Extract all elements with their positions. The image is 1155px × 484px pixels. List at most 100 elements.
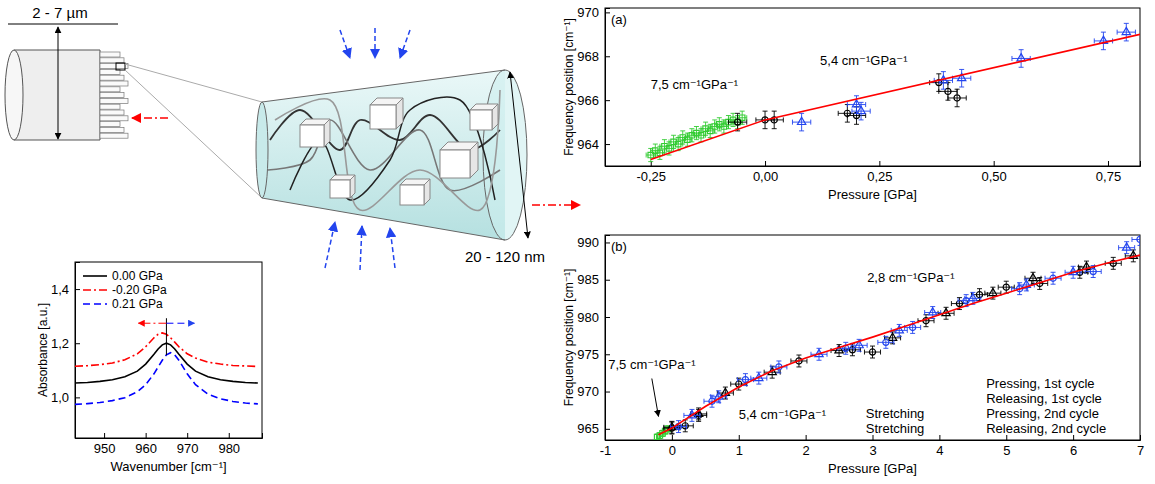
crystallite xyxy=(440,142,478,178)
data-point xyxy=(989,288,997,295)
annotation: Stretching xyxy=(866,406,925,421)
plot-frame xyxy=(605,235,1140,440)
fibril xyxy=(100,98,128,103)
data-point xyxy=(857,106,865,113)
shift-arrow xyxy=(138,323,166,324)
x-axis-title: Pressure [GPa] xyxy=(828,187,917,202)
chart: 9509609709801,01,21,40.00 GPa-0.20 GPa0.… xyxy=(36,262,263,474)
pressure-arrow xyxy=(360,226,362,270)
figure: 2 - 7 µm20 - 120 nm9509609709801,01,21,4… xyxy=(0,0,1155,484)
data-point xyxy=(735,119,741,125)
fibril xyxy=(100,133,128,138)
y-tick-label: 990 xyxy=(577,235,599,250)
diagram: 2 - 7 µm20 - 120 nm xyxy=(5,4,580,270)
y-tick: 990 xyxy=(577,235,610,250)
data-area xyxy=(654,235,1140,440)
fibril xyxy=(100,110,124,115)
data-point xyxy=(1090,268,1096,274)
pressure-arrow xyxy=(325,222,335,268)
y-tick-label: 1,2 xyxy=(51,336,69,351)
y-axis: 964 966 968 970 xyxy=(577,5,610,166)
y-axis-title: Frequency position [cm⁻¹] xyxy=(562,18,576,156)
y-tick: 965 xyxy=(577,421,610,436)
fibril xyxy=(100,81,128,86)
pressure-arrow xyxy=(374,28,376,58)
crystallite xyxy=(400,179,430,205)
fibril xyxy=(100,122,120,127)
x-error-bar xyxy=(878,340,894,345)
y-tick: 975 xyxy=(577,347,610,362)
crystallite xyxy=(300,119,330,147)
x-tick: 3 xyxy=(869,435,876,458)
x-tick-label: 960 xyxy=(135,441,157,456)
y-tick-label: 964 xyxy=(577,137,599,152)
y-tick-mark xyxy=(605,392,610,393)
data-area xyxy=(646,23,1140,161)
y-tick-label: 970 xyxy=(577,5,599,20)
annotation: 7,5 cm⁻¹GPa⁻¹ xyxy=(651,77,739,92)
annotation: Stretching xyxy=(866,421,925,436)
x-tick-mark xyxy=(1140,435,1141,440)
y-tick: 970 xyxy=(577,384,610,399)
y-tick: 1,2 xyxy=(51,336,80,351)
chart-texts: 0.00 GPa-0.20 GPa0.21 GPaWavenumber [cm⁻… xyxy=(36,269,227,474)
x-error-bar xyxy=(925,310,941,315)
x-tick-label: 1 xyxy=(736,443,743,458)
cone-end xyxy=(256,102,268,198)
plot-frame xyxy=(75,262,262,438)
x-tick: 1 xyxy=(736,435,743,458)
annotation: 2,8 cm⁻¹GPa⁻¹ xyxy=(867,270,955,285)
crystallite-front xyxy=(300,125,324,147)
x-axis: -0,250,000,250,500,75 xyxy=(606,161,1141,184)
x-error-bar xyxy=(1119,245,1135,250)
y-tick: 968 xyxy=(577,49,610,64)
x-tick-label: 0,25 xyxy=(867,169,892,184)
crystallite-side xyxy=(492,104,498,130)
annotation: Releasing, 1st cycle xyxy=(986,391,1102,406)
x-tick-mark xyxy=(739,435,740,440)
series-line xyxy=(75,353,258,405)
cone-inside xyxy=(268,90,500,211)
data-point xyxy=(956,300,962,306)
fibril xyxy=(100,52,120,57)
crystallite-front xyxy=(440,150,470,178)
y-tick: 966 xyxy=(577,93,610,108)
y-tick-mark xyxy=(75,343,80,344)
legend-swatch xyxy=(83,275,107,277)
chart: -0,250,000,250,500,75964966968970(a)7,5 … xyxy=(562,5,1140,202)
crystallite-side xyxy=(470,142,478,178)
y-tick-mark xyxy=(605,100,610,101)
x-tick: 2 xyxy=(803,435,810,458)
y-tick-label: 968 xyxy=(577,49,599,64)
x-tick-label: -0,25 xyxy=(636,169,666,184)
y-axis-line xyxy=(76,263,81,439)
series-line xyxy=(651,34,1140,159)
y-axis-title: Absorbance [a.u.] xyxy=(36,303,50,397)
data-point xyxy=(1017,54,1025,61)
y-tick: 1,4 xyxy=(51,282,80,297)
x-tick-mark xyxy=(879,161,880,166)
x-tick-label: 980 xyxy=(218,441,240,456)
y-tick: 985 xyxy=(577,272,610,287)
series-line xyxy=(659,255,1141,435)
data-point xyxy=(797,117,805,124)
cone-end xyxy=(483,70,527,240)
crystallite-side xyxy=(350,175,355,198)
fibril xyxy=(100,64,128,69)
legend-label: -0.20 GPa xyxy=(112,283,167,297)
x-tick-label: 3 xyxy=(869,443,876,458)
x-tick-mark xyxy=(146,433,147,438)
data-point xyxy=(1122,243,1130,250)
x-tick: 0,50 xyxy=(982,161,1007,184)
y-tick-label: 1,4 xyxy=(51,282,69,297)
peak-marker xyxy=(166,318,167,355)
y-error-bar xyxy=(1138,235,1141,245)
y-tick-label: 966 xyxy=(577,93,599,108)
x-error-bar xyxy=(864,350,880,355)
y-tick-mark xyxy=(605,280,610,281)
x-tick: 0 xyxy=(669,435,676,458)
x-tick-label: 6 xyxy=(1070,443,1077,458)
plot-frame xyxy=(605,8,1140,166)
data-point xyxy=(682,423,688,429)
y-axis-line xyxy=(606,9,611,167)
